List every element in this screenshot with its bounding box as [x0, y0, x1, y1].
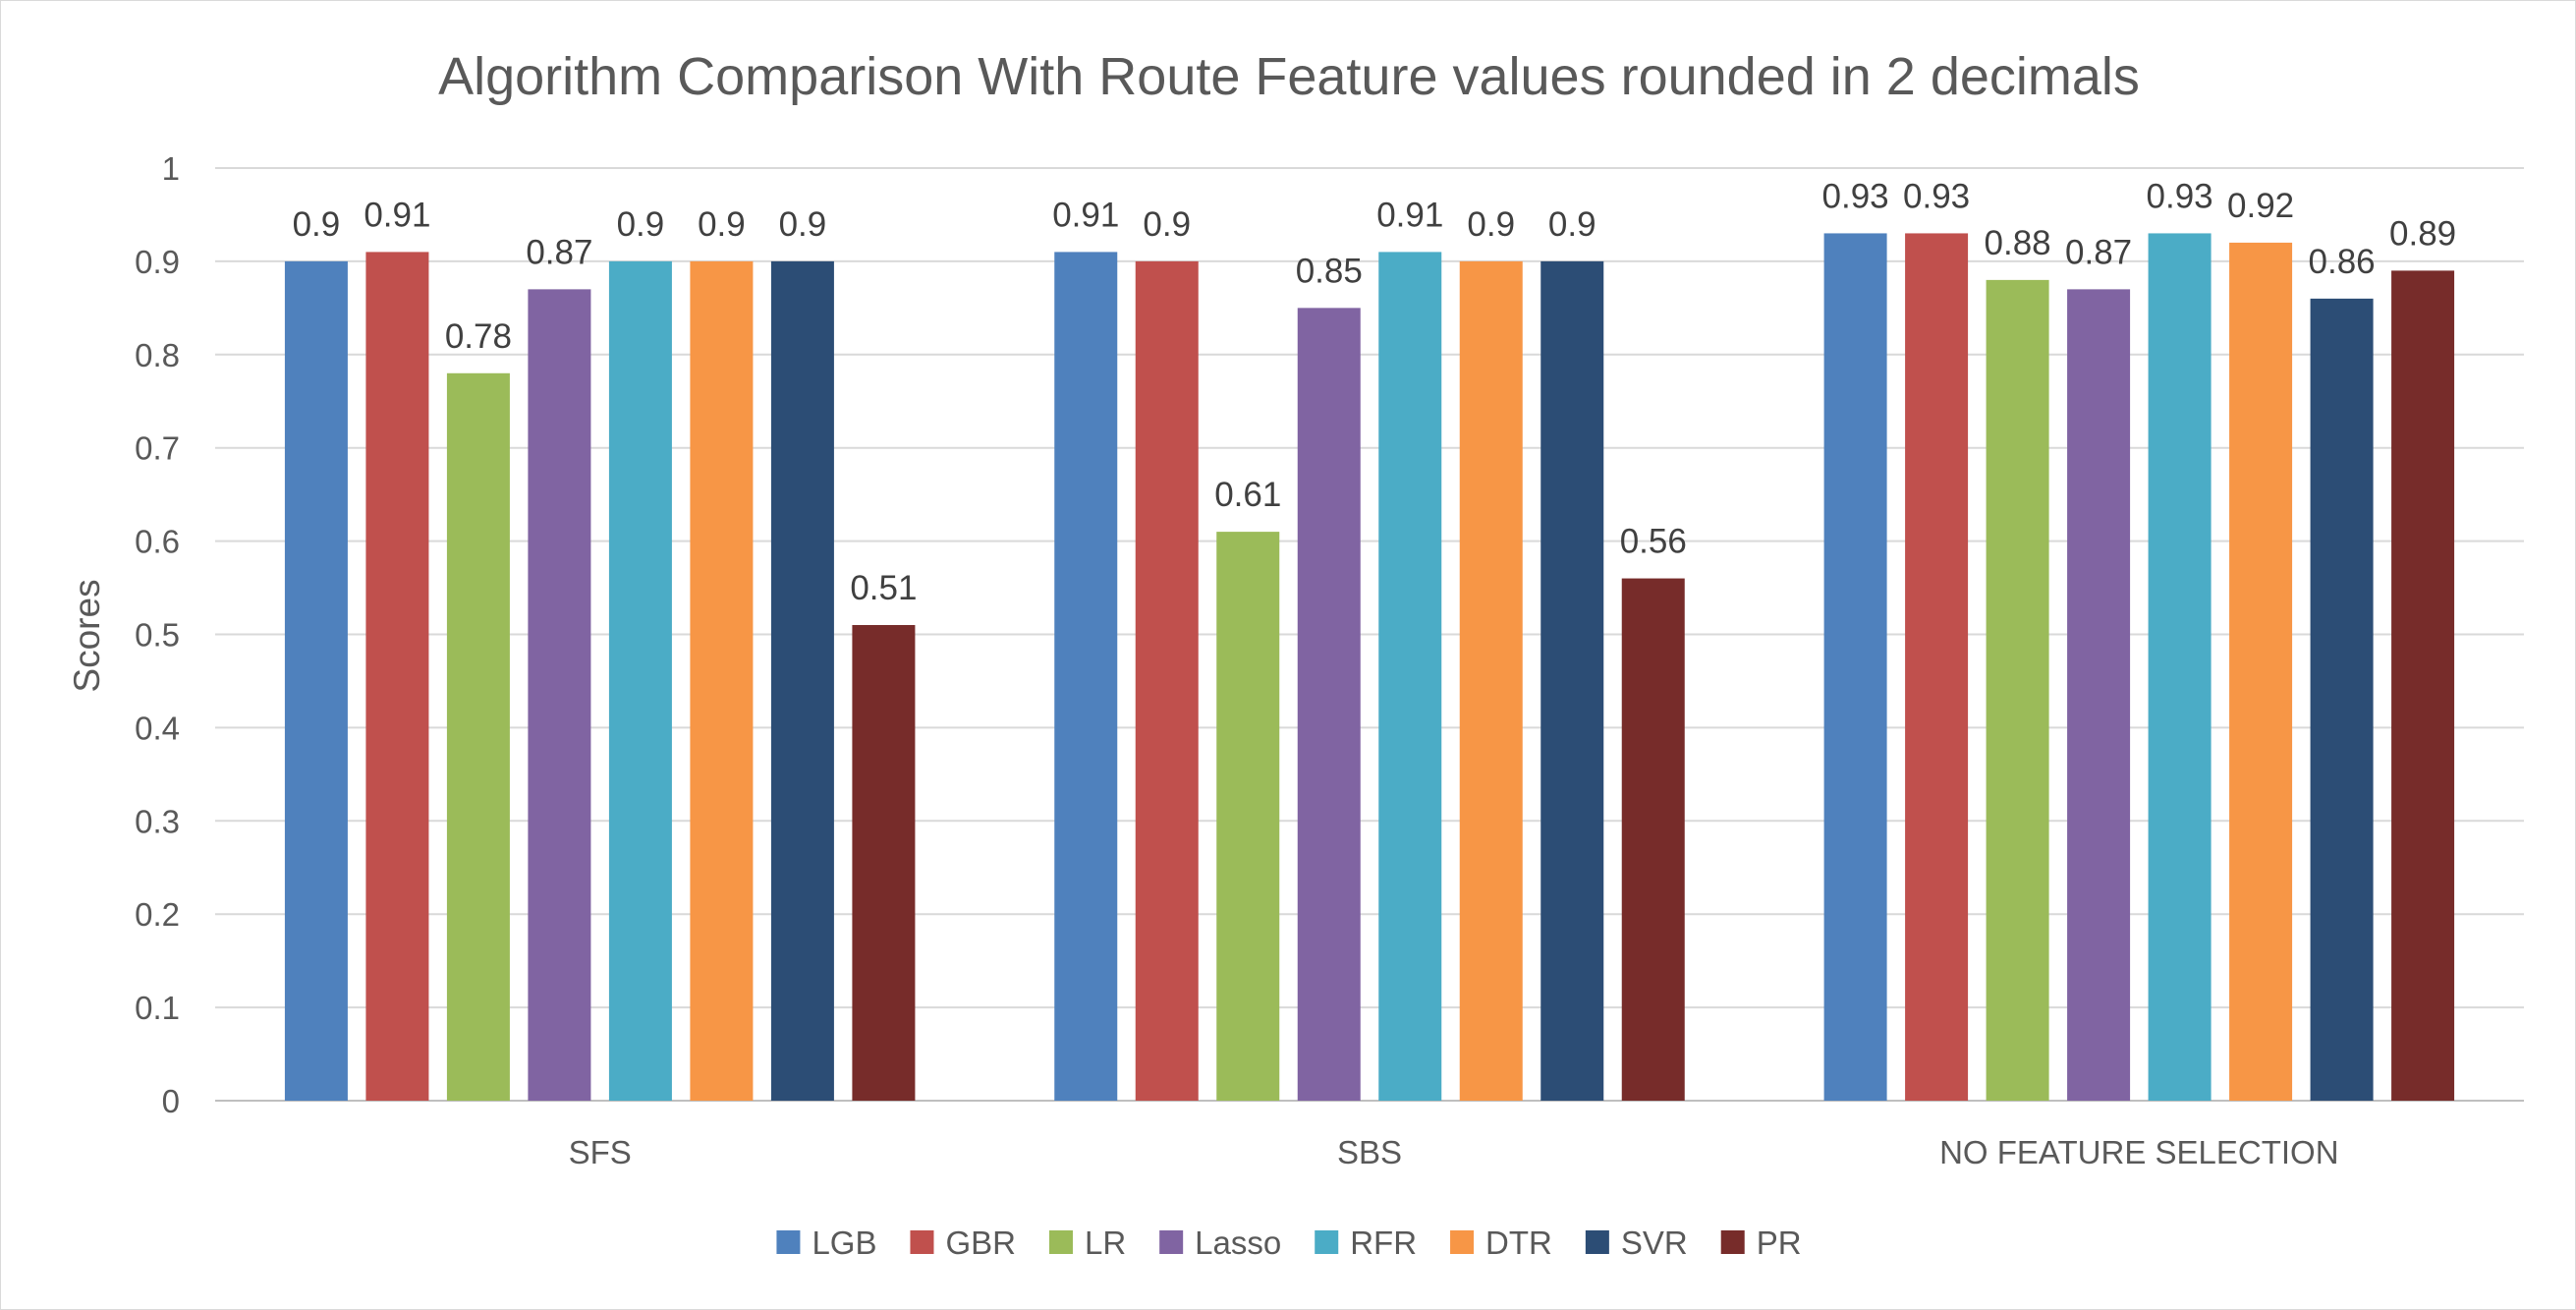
- y-tick-label: 0.3: [135, 803, 180, 839]
- legend-swatch: [1450, 1230, 1475, 1254]
- legend-item-lr: LR: [1048, 1225, 1126, 1261]
- data-label: 0.85: [1296, 252, 1363, 290]
- legend-item-rfr: RFR: [1315, 1225, 1417, 1261]
- legend-label: LGB: [812, 1225, 876, 1261]
- data-label: 0.61: [1214, 476, 1281, 514]
- bar-rfr-sbs: [1378, 252, 1442, 1101]
- legend-swatch: [1585, 1230, 1609, 1254]
- y-tick-label: 0.9: [135, 244, 180, 280]
- bar-gbr-sbs: [1135, 260, 1199, 1101]
- y-tick-label: 0.1: [135, 990, 180, 1026]
- bar-gbr-sfs: [365, 252, 429, 1101]
- data-label: 0.89: [2389, 214, 2456, 253]
- x-category-label: SBS: [1337, 1134, 1402, 1170]
- data-label: 0.9: [1467, 205, 1515, 244]
- y-tick-label: 0.5: [135, 617, 180, 654]
- data-label: 0.86: [2309, 243, 2376, 281]
- bar-pr-sfs: [852, 625, 916, 1101]
- legend-item-pr: PR: [1720, 1225, 1802, 1261]
- x-axis-categories: SFS SBS NO FEATURE SELECTION: [569, 1134, 2339, 1170]
- legend-item-dtr: DTR: [1450, 1225, 1552, 1261]
- legend-label: RFR: [1350, 1225, 1417, 1261]
- bar-svr-sbs: [1540, 260, 1604, 1101]
- y-tick-label: 0.7: [135, 430, 180, 467]
- y-axis-label: Scores: [67, 579, 107, 692]
- bar-dtr-no-feature-selection: [2229, 242, 2293, 1102]
- bar-lasso-sbs: [1297, 308, 1361, 1102]
- data-label: 0.78: [445, 317, 512, 356]
- chart-title: Algorithm Comparison With Route Feature …: [438, 47, 2140, 106]
- legend-label: SVR: [1621, 1225, 1688, 1261]
- y-axis-ticks: 0 0.1 0.2 0.3 0.4 0.5 0.6 0.7 0.8 0.9 1: [135, 150, 180, 1119]
- legend-label: LR: [1085, 1225, 1126, 1261]
- legend: LGB GBR LR Lasso RFR DTR SVR PR: [776, 1225, 1802, 1261]
- y-tick-label: 0.6: [135, 524, 180, 560]
- bar-lr-sbs: [1216, 532, 1280, 1101]
- bar-rfr-no-feature-selection: [2148, 233, 2212, 1101]
- bar-pr-no-feature-selection: [2391, 270, 2455, 1101]
- legend-label: GBR: [945, 1225, 1016, 1261]
- legend-item-gbr: GBR: [910, 1225, 1016, 1261]
- data-label: 0.9: [1143, 205, 1191, 244]
- legend-swatch: [1159, 1230, 1184, 1254]
- y-tick-label: 0.4: [135, 710, 180, 746]
- data-label: 0.87: [2065, 233, 2132, 271]
- bar-gbr-no-feature-selection: [1905, 233, 1969, 1101]
- legend-swatch: [1720, 1230, 1745, 1254]
- bar-lgb-no-feature-selection: [1823, 233, 1887, 1101]
- legend-swatch: [1048, 1230, 1073, 1254]
- data-label: 0.56: [1620, 523, 1687, 561]
- legend-label: DTR: [1485, 1225, 1552, 1261]
- bar-dtr-sfs: [690, 260, 754, 1101]
- data-label: 0.93: [1822, 177, 1889, 215]
- y-tick-label: 0.8: [135, 337, 180, 373]
- data-label: 0.9: [698, 205, 746, 244]
- data-label: 0.93: [1903, 177, 1970, 215]
- legend-item-lasso: Lasso: [1159, 1225, 1281, 1261]
- bar-dtr-sbs: [1459, 260, 1523, 1101]
- bar-svr-sfs: [770, 260, 834, 1101]
- bar-lasso-no-feature-selection: [2067, 289, 2131, 1101]
- data-label: 0.91: [1052, 196, 1119, 234]
- y-tick-label: 0.2: [135, 896, 180, 933]
- legend-swatch: [910, 1230, 934, 1254]
- legend-label: PR: [1757, 1225, 1802, 1261]
- bar-lgb-sfs: [284, 260, 348, 1101]
- legend-item-svr: SVR: [1585, 1225, 1688, 1261]
- bar-svr-no-feature-selection: [2310, 298, 2374, 1101]
- bar-lr-no-feature-selection: [1986, 279, 2049, 1101]
- x-category-label: SFS: [569, 1134, 632, 1170]
- bars: [284, 233, 2455, 1102]
- data-label: 0.87: [526, 233, 592, 271]
- legend-label: Lasso: [1195, 1225, 1281, 1261]
- data-label: 0.91: [364, 196, 430, 234]
- bar-lasso-sfs: [528, 289, 591, 1101]
- data-label: 0.9: [779, 205, 827, 244]
- data-label: 0.9: [293, 205, 341, 244]
- legend-item-lgb: LGB: [776, 1225, 876, 1261]
- legend-swatch: [1315, 1230, 1339, 1254]
- data-labels: 0.9 0.91 0.78 0.87 0.9 0.9 0.9 0.51 0.91 0.9 0.61 0…: [293, 177, 2457, 607]
- legend-swatch: [776, 1230, 801, 1254]
- bar-pr-sbs: [1621, 578, 1685, 1101]
- bar-rfr-sfs: [608, 260, 672, 1101]
- y-tick-label: 0: [162, 1083, 180, 1119]
- data-label: 0.51: [850, 569, 917, 607]
- data-label: 0.92: [2227, 187, 2294, 225]
- data-label: 0.9: [1548, 205, 1596, 244]
- y-tick-label: 1: [162, 150, 180, 187]
- x-category-label: NO FEATURE SELECTION: [1939, 1134, 2338, 1170]
- data-label: 0.9: [617, 205, 665, 244]
- gridlines: [215, 167, 2524, 1102]
- bar-lr-sfs: [446, 372, 510, 1101]
- data-label: 0.88: [1985, 224, 2051, 262]
- data-label: 0.93: [2147, 177, 2213, 215]
- bar-lgb-sbs: [1054, 252, 1118, 1101]
- data-label: 0.91: [1376, 196, 1443, 234]
